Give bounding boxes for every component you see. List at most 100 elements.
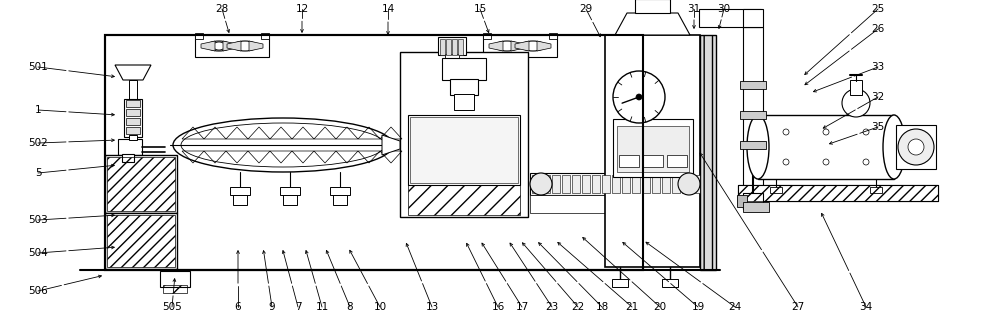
Bar <box>408 185 520 215</box>
Bar <box>129 80 137 99</box>
Circle shape <box>908 139 924 155</box>
Bar <box>870 187 882 193</box>
Bar <box>452 39 457 55</box>
Bar <box>740 81 766 89</box>
Bar <box>692 175 700 193</box>
Ellipse shape <box>495 41 519 51</box>
Bar <box>572 175 580 193</box>
Circle shape <box>613 71 665 123</box>
Polygon shape <box>489 41 503 51</box>
Bar <box>118 139 142 155</box>
Circle shape <box>783 159 789 165</box>
Polygon shape <box>537 41 551 51</box>
Bar <box>737 195 747 207</box>
Text: 34: 34 <box>859 302 873 312</box>
Bar <box>280 187 300 195</box>
Text: 30: 30 <box>717 4 731 14</box>
Polygon shape <box>511 41 525 51</box>
Ellipse shape <box>173 118 393 172</box>
Bar <box>770 187 782 193</box>
Bar <box>129 135 137 140</box>
Bar <box>446 39 451 55</box>
Bar <box>195 35 269 57</box>
Text: 22: 22 <box>571 302 585 312</box>
Bar <box>743 202 769 212</box>
Text: 15: 15 <box>473 4 487 14</box>
Text: 33: 33 <box>871 62 885 72</box>
Bar <box>400 52 528 217</box>
Bar <box>743 27 763 209</box>
Bar <box>549 33 557 39</box>
Text: 25: 25 <box>871 4 885 14</box>
Bar <box>662 279 678 287</box>
Circle shape <box>678 173 700 195</box>
Text: 505: 505 <box>162 302 182 312</box>
Bar <box>667 155 687 167</box>
Bar <box>126 118 140 125</box>
Bar <box>163 285 187 293</box>
Text: 501: 501 <box>28 62 48 72</box>
Bar <box>672 175 680 193</box>
Text: 17: 17 <box>515 302 529 312</box>
Bar <box>107 157 175 211</box>
Bar <box>542 175 550 193</box>
Bar <box>126 109 140 116</box>
Bar <box>552 175 560 193</box>
Bar <box>126 127 140 134</box>
Bar <box>850 80 862 95</box>
Bar <box>330 187 350 195</box>
Text: 21: 21 <box>625 302 639 312</box>
Bar <box>622 175 630 193</box>
Text: 11: 11 <box>315 302 329 312</box>
Text: 16: 16 <box>491 302 505 312</box>
Polygon shape <box>223 41 237 51</box>
Circle shape <box>530 173 552 195</box>
Bar <box>410 117 518 183</box>
Text: 26: 26 <box>871 24 885 34</box>
Text: 10: 10 <box>373 302 387 312</box>
Text: 27: 27 <box>791 302 805 312</box>
Bar <box>438 37 466 55</box>
Ellipse shape <box>747 115 769 179</box>
Bar <box>107 215 175 267</box>
Text: 503: 503 <box>28 215 48 225</box>
Bar <box>740 141 766 149</box>
Bar <box>454 94 474 110</box>
Bar <box>483 33 491 39</box>
Bar <box>283 195 297 205</box>
Bar <box>124 99 142 137</box>
Text: 31: 31 <box>687 4 701 14</box>
Text: 20: 20 <box>653 302 667 312</box>
Circle shape <box>863 159 869 165</box>
Ellipse shape <box>213 42 225 50</box>
Bar <box>261 33 269 39</box>
Text: 23: 23 <box>545 302 559 312</box>
Text: 28: 28 <box>215 4 229 14</box>
Bar <box>632 175 640 193</box>
Bar <box>408 115 520 185</box>
Text: 12: 12 <box>295 4 309 14</box>
Text: 19: 19 <box>691 302 705 312</box>
Bar <box>612 175 620 193</box>
Bar <box>105 213 177 269</box>
Bar <box>233 195 247 205</box>
Text: 502: 502 <box>28 138 48 148</box>
Bar <box>562 175 570 193</box>
Bar <box>642 175 650 193</box>
Bar <box>122 154 134 162</box>
Bar <box>160 271 190 287</box>
Ellipse shape <box>207 41 231 51</box>
Polygon shape <box>227 41 241 51</box>
Bar <box>700 35 716 270</box>
Bar <box>635 0 670 13</box>
Bar <box>450 79 478 95</box>
Bar <box>333 195 347 205</box>
Text: 7: 7 <box>295 302 301 312</box>
Text: 8: 8 <box>347 302 353 312</box>
Text: 1: 1 <box>35 105 41 115</box>
Ellipse shape <box>521 41 545 51</box>
Bar <box>743 193 763 209</box>
Ellipse shape <box>883 115 905 179</box>
Ellipse shape <box>181 123 385 167</box>
Bar <box>619 155 639 167</box>
